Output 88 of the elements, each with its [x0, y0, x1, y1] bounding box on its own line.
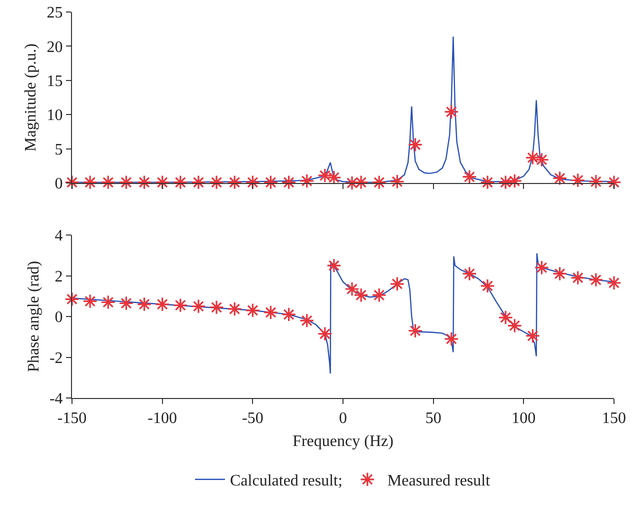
point: [281, 174, 296, 190]
point: [326, 258, 342, 273]
point: [525, 150, 540, 166]
point: [299, 313, 314, 328]
point: [227, 302, 242, 316]
point: [507, 174, 522, 188]
point: [245, 302, 260, 318]
point: [318, 326, 332, 342]
point: [354, 174, 368, 190]
y-axis-title: Phase angle (rad): [25, 260, 42, 372]
point: [462, 266, 477, 282]
legend-label: Measured result: [387, 472, 491, 490]
point: [136, 174, 152, 190]
y-tick-label: 0: [54, 176, 63, 193]
point: [209, 174, 224, 190]
x-tick-label: -150: [57, 410, 87, 428]
x-tick-label: 50: [425, 410, 442, 428]
point: [173, 298, 188, 313]
point: [588, 174, 604, 190]
point: [173, 174, 188, 190]
point: [100, 294, 116, 310]
point: [480, 174, 495, 190]
y-axis-title: Magnitude (p.u.): [22, 44, 40, 152]
point: [299, 174, 314, 188]
point: [444, 332, 459, 346]
x-tick-label: 150: [602, 410, 626, 428]
point: [118, 174, 134, 190]
point: [498, 174, 513, 190]
point: [390, 276, 405, 292]
x-tick-label: 0: [339, 410, 347, 428]
point: [480, 278, 495, 294]
point: [191, 174, 206, 190]
point: [498, 310, 513, 325]
x-axis-title: Frequency (Hz): [292, 432, 394, 450]
point: [408, 137, 423, 152]
point: [390, 174, 405, 190]
x-tick-label: 100: [512, 410, 536, 428]
y-tick-label: 5: [54, 141, 63, 158]
point: [263, 305, 278, 320]
point: [227, 174, 242, 190]
point: [534, 260, 550, 275]
point: [154, 174, 170, 190]
point: [263, 174, 278, 190]
point: [245, 174, 260, 190]
point: [118, 296, 134, 311]
y-tick-label: 10: [46, 107, 63, 124]
line-series: [72, 252, 614, 374]
x-tick-label: -100: [148, 410, 177, 428]
x-tick-label: -50: [242, 410, 264, 428]
point: [534, 152, 550, 168]
point: [82, 294, 98, 309]
point: [444, 104, 459, 120]
y-tick-label: 2: [54, 268, 63, 286]
point: [552, 170, 568, 186]
y-tick-label: 25: [46, 4, 63, 22]
y-tick-label: 20: [46, 38, 63, 56]
point: [191, 298, 206, 314]
point: [136, 296, 152, 312]
point: [281, 307, 296, 322]
point: [552, 266, 568, 282]
point: [344, 176, 360, 190]
point: [318, 168, 332, 183]
point: [82, 174, 98, 190]
point: [606, 275, 622, 290]
y-tick-label: 4: [54, 228, 63, 245]
point: [606, 174, 622, 190]
y-tick-label: 0: [54, 309, 63, 326]
point: [100, 174, 116, 190]
point: [570, 172, 586, 188]
point: [525, 328, 540, 344]
point: [462, 169, 477, 184]
point: [326, 170, 342, 185]
point: [372, 288, 387, 303]
point: [507, 318, 522, 334]
point: [354, 288, 368, 303]
point: [154, 296, 170, 312]
point: [209, 300, 224, 315]
legend-label: Calculated result;: [230, 472, 342, 490]
point: [408, 323, 423, 338]
y-tick-label: -2: [49, 350, 63, 367]
point: [64, 174, 80, 190]
y-tick-label: 15: [46, 73, 63, 90]
point: [64, 292, 80, 307]
point: [588, 272, 604, 288]
point: [372, 174, 387, 190]
y-tick-label: -4: [49, 390, 63, 408]
point: [344, 282, 360, 296]
point: [570, 270, 586, 286]
